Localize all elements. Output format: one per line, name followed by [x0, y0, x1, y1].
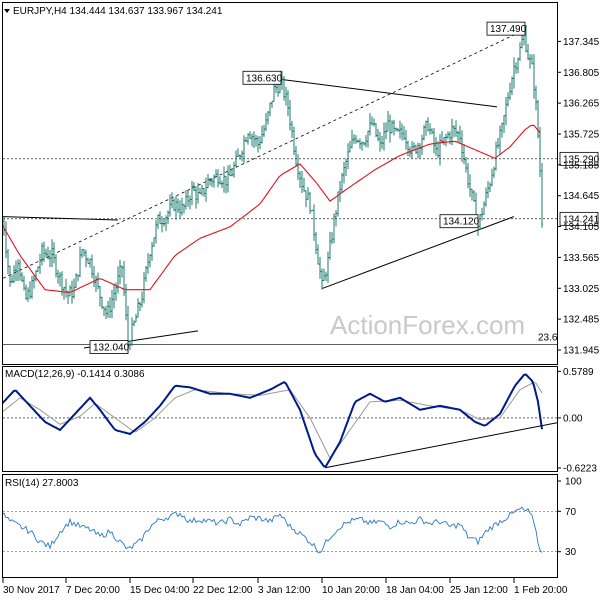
x-tick-label: 1 Feb 20:00: [514, 585, 568, 596]
price-title: EURJPY,H4 134.444 134.637 133.967 134.24…: [13, 6, 223, 17]
moving-average-line: [3, 124, 541, 294]
price-label-box: [242, 70, 282, 85]
rsi-title: RSI(14) 27.8003: [5, 478, 79, 489]
watermark: ActionForex.com: [330, 310, 525, 340]
y-tick-label: 135.725: [563, 130, 600, 141]
y-tick-label: 0.5789: [563, 367, 594, 378]
x-tick-label: 25 Jan 12:00: [450, 585, 508, 596]
price-label: 132.040: [93, 343, 130, 354]
price-label: 134.120: [443, 217, 480, 228]
price-label-box: [89, 340, 129, 354]
price-label: 135.290: [563, 154, 600, 165]
price-label: 134.241: [563, 214, 600, 225]
collapse-arrow-icon[interactable]: [4, 9, 10, 13]
signal-line: [3, 381, 543, 460]
channel-line: [3, 29, 526, 279]
fib-label: 23.6: [538, 333, 558, 344]
y-tick-label: 70: [565, 507, 577, 518]
x-axis: 30 Nov 2017 7 Dec 20:00 15 Dec 04:00 22 Dec…: [2, 578, 568, 596]
rsi-panel-frame: [2, 474, 558, 578]
price-label-box: [559, 211, 599, 226]
y-tick-label: 30: [565, 547, 577, 558]
y-tick-label: 0.00: [563, 413, 583, 424]
macd-panel-frame: [2, 366, 558, 472]
y-tick-label: 134.645: [563, 191, 600, 202]
y-tick-label: 131.945: [563, 346, 600, 357]
rsi-y-axis: 100 70 30: [557, 477, 582, 558]
trend-line: [324, 422, 557, 469]
price-plot: [3, 22, 557, 353]
price-y-axis: 137.345 136.805 136.265 135.725 135.185 134.6…: [557, 37, 600, 357]
y-tick-label: 136.805: [563, 68, 600, 79]
y-tick-label: 100: [565, 477, 582, 488]
trend-line: [280, 78, 498, 108]
trend-line: [321, 216, 515, 290]
x-tick-label: 30 Nov 2017: [3, 585, 60, 596]
rsi-plot: [3, 506, 557, 554]
trend-line: [3, 216, 119, 221]
x-tick-label: 22 Dec 12:00: [193, 585, 253, 596]
macd-line: [3, 373, 543, 468]
x-tick-label: 3 Jan 12:00: [258, 585, 311, 596]
y-tick-label: 135.185: [563, 160, 600, 171]
y-tick-label: -0.6223: [563, 463, 597, 474]
x-tick-label: 18 Jan 04:00: [386, 585, 444, 596]
price-labels: 137.490 136.630 134.120 132.040 135.290 134.2…: [89, 21, 600, 354]
x-tick-label: 7 Dec 20:00: [66, 585, 120, 596]
x-tick-label: 10 Jan 20:00: [322, 585, 380, 596]
price-label: 136.630: [246, 73, 283, 84]
y-tick-label: 132.485: [563, 315, 600, 326]
price-label-box: [559, 151, 599, 166]
x-tick-label: 15 Dec 04:00: [130, 585, 190, 596]
y-tick-label: 133.025: [563, 284, 600, 295]
macd-plot: [3, 373, 557, 469]
macd-title: MACD(12,26,9) -0.1414 0.3086: [5, 369, 145, 380]
price-panel-frame: [2, 2, 558, 365]
price-label-box: [439, 214, 479, 229]
y-tick-label: 137.345: [563, 37, 600, 48]
price-label-box: [486, 21, 526, 36]
macd-y-axis: 0.5789 0.00 -0.6223: [557, 367, 597, 474]
price-label: 137.490: [490, 24, 527, 35]
y-tick-label: 133.565: [563, 253, 600, 264]
y-tick-label: 134.105: [563, 222, 600, 233]
y-tick-label: 136.265: [563, 99, 600, 110]
rsi-line: [3, 506, 543, 554]
